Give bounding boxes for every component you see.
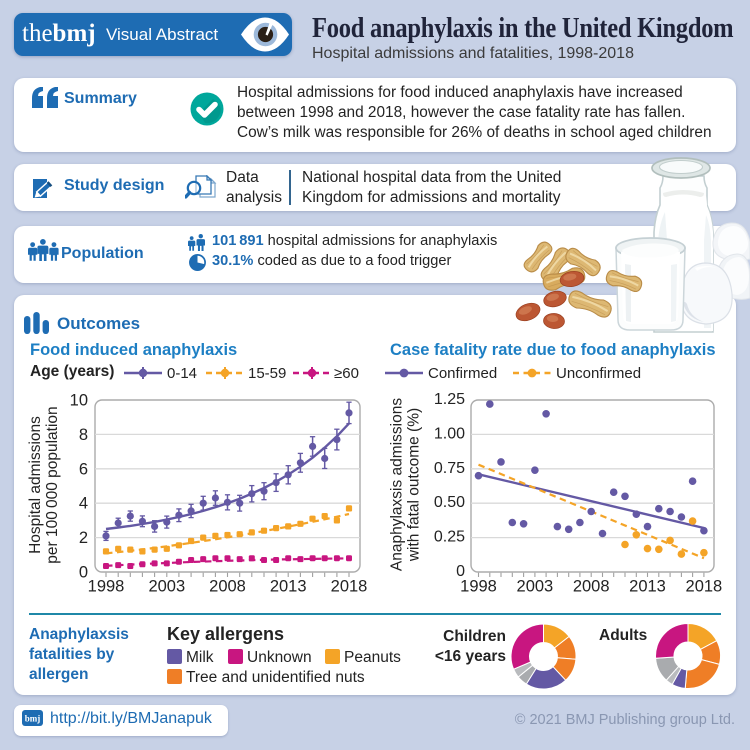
svg-text:2018: 2018: [331, 578, 368, 596]
svg-text:2: 2: [79, 529, 88, 547]
svg-text:6: 6: [79, 460, 88, 478]
svg-text:8: 8: [79, 426, 88, 444]
svg-text:0: 0: [79, 564, 88, 582]
svg-text:2008: 2008: [573, 578, 610, 596]
svg-text:2013: 2013: [629, 578, 666, 596]
svg-text:4: 4: [79, 495, 88, 513]
svg-text:1.00: 1.00: [434, 425, 465, 442]
svg-text:bmj: bmj: [25, 714, 41, 724]
svg-text:1998: 1998: [88, 578, 125, 596]
svg-text:2008: 2008: [209, 578, 246, 596]
svg-text:2013: 2013: [270, 578, 307, 596]
svg-text:0: 0: [456, 563, 465, 580]
svg-text:0.50: 0.50: [434, 494, 465, 511]
svg-text:10: 10: [70, 392, 88, 410]
svg-text:1998: 1998: [460, 578, 497, 596]
svg-text:1.25: 1.25: [434, 391, 465, 408]
svg-text:2018: 2018: [686, 578, 723, 596]
svg-text:2003: 2003: [517, 578, 554, 596]
svg-text:2003: 2003: [148, 578, 185, 596]
svg-text:0.75: 0.75: [434, 460, 465, 477]
svg-text:0.25: 0.25: [434, 529, 465, 546]
